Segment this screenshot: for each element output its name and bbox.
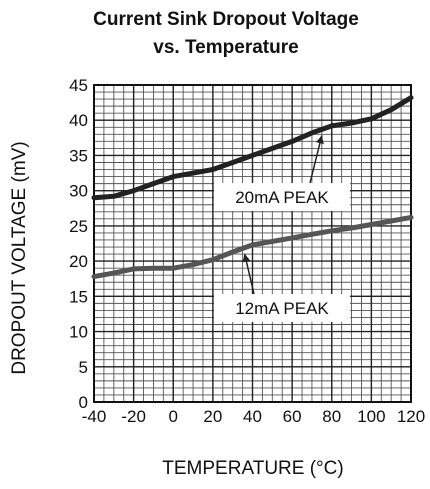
- x-tick-label: 40: [243, 407, 262, 426]
- annotation-label: 20mA PEAK: [235, 188, 329, 207]
- y-tick-label: 40: [69, 111, 88, 130]
- annotation-box: [214, 294, 350, 322]
- series-line-12ma-peak: [91, 214, 414, 280]
- y-tick-label: 35: [69, 146, 88, 165]
- annotation-layer: 20mA PEAK 12mA PEAK: [214, 135, 350, 322]
- x-tick-label: 120: [397, 407, 425, 426]
- x-tick-label: -40: [82, 407, 107, 426]
- x-tick-label: 0: [169, 407, 178, 426]
- y-tick-label: 20: [69, 252, 88, 271]
- x-tick-label: -20: [121, 407, 146, 426]
- series-layer: [91, 95, 414, 280]
- y-tick-label: 0: [79, 393, 88, 412]
- annotation-label: 12mA PEAK: [235, 299, 329, 318]
- chart-title-line-2: vs. Temperature: [153, 37, 298, 58]
- y-tick-label: 10: [69, 323, 88, 342]
- x-tick-label: 20: [203, 407, 222, 426]
- x-tick-label: 80: [322, 407, 341, 426]
- annotation-arrowhead: [316, 135, 324, 145]
- y-tick-label: 15: [69, 287, 88, 306]
- plot-frame: [93, 84, 412, 403]
- x-tick-label: 60: [283, 407, 302, 426]
- y-tick-label: 5: [79, 358, 88, 377]
- annotation-arrowhead: [242, 253, 251, 263]
- annotation-leader-line: [309, 135, 323, 184]
- y-tick-label: 30: [69, 182, 88, 201]
- annotation-box: [214, 183, 350, 211]
- x-tick-label: 100: [357, 407, 385, 426]
- x-axis-label: TEMPERATURE (°C): [162, 458, 343, 479]
- y-tick-label: 45: [69, 76, 88, 95]
- x-tick-labels: -40 -20 0 20 40 60 80 100 120: [82, 407, 425, 426]
- series-line-20ma-peak: [91, 95, 414, 201]
- y-tick-label: 25: [69, 217, 88, 236]
- y-axis-label: DROPOUT VOLTAGE (mV): [9, 141, 30, 374]
- y-tick-labels: 0 5 10 15 20 25 30 35 40 45: [69, 76, 88, 412]
- chart-title-line-1: Current Sink Dropout Voltage: [93, 9, 359, 30]
